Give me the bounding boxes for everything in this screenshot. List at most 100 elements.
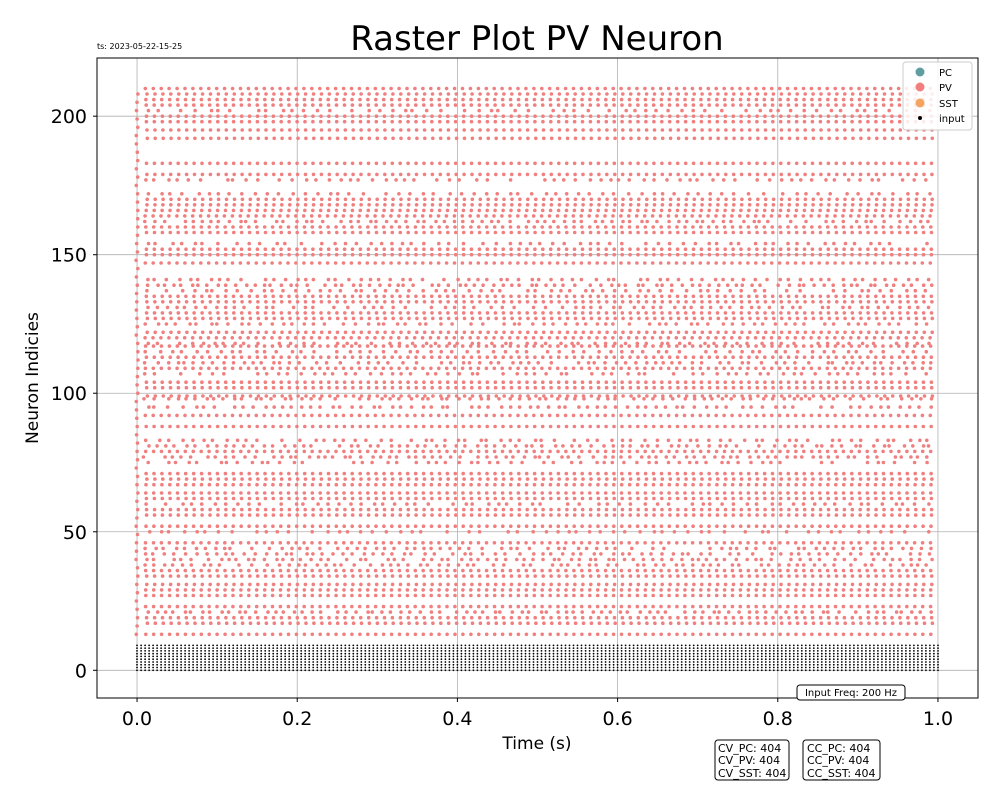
pv-spike [702,397,707,401]
pv-spike [889,588,893,592]
pv-spike [247,380,252,385]
pv-spike [691,593,695,598]
pv-spike [518,552,522,556]
pv-spike [532,471,537,476]
pv-spike [636,380,640,385]
pv-spike [924,372,928,376]
pv-spike [889,541,893,545]
pv-spike [462,330,467,335]
pv-spike [866,294,870,299]
pv-spike [595,366,600,371]
pv-spike [730,568,735,573]
pv-spike [781,372,786,376]
pv-spike [890,300,895,304]
pv-spike [402,552,407,556]
pv-spike [553,444,558,448]
pv-spike [637,330,641,335]
pv-spike [316,455,321,459]
pv-spike [871,557,876,562]
pv-spike [816,341,820,346]
pv-spike [825,593,830,598]
pv-spike [516,449,521,454]
pv-spike [383,288,388,293]
pv-spike [356,444,360,448]
pv-spike [769,460,773,465]
pv-spike [810,380,815,385]
pv-spike [381,552,385,556]
pv-spike [181,502,185,506]
pv-spike [826,524,830,528]
pv-spike [818,385,823,390]
pv-spike [350,424,355,429]
pv-spike [555,366,560,371]
pv-spike [771,574,775,578]
pv-spike [834,424,838,429]
pv-spike [698,366,703,371]
pv-spike [167,588,172,592]
pv-spike [929,524,933,528]
pv-spike [176,477,181,481]
pv-spike [740,283,745,288]
pv-spike [279,513,284,517]
pv-spike [833,593,838,598]
pv-spike [739,424,743,429]
pv-spike [747,311,751,315]
pv-spike [612,294,616,299]
pv-spike [510,394,514,398]
pv-spike [628,502,633,506]
pv-spike [845,372,850,376]
pv-spike [707,424,711,429]
pv-spike [287,424,291,429]
pv-spike [572,355,577,360]
pv-spike [787,615,791,620]
pv-spike [762,413,766,418]
pv-spike [407,330,411,335]
pv-spike [605,330,609,335]
pv-spike [549,507,553,512]
pv-spike [606,397,610,401]
pv-spike [676,300,680,304]
pv-spike [636,300,641,304]
pv-spike [745,336,750,340]
pv-spike [262,283,267,288]
pv-spike [366,507,371,512]
pv-spike [810,491,814,495]
pv-spike [208,330,213,335]
pv-spike [739,496,743,501]
pv-spike [374,385,379,390]
pv-spike [855,372,860,376]
pv-spike [358,455,363,459]
pv-spike [429,524,434,528]
pv-spike [564,632,568,637]
pv-spike [826,294,830,299]
pv-spike [485,385,490,390]
pv-spike [541,385,545,390]
pv-spike [876,460,881,465]
pv-spike [587,541,592,545]
pv-spike [898,405,903,409]
pv-spike [708,552,712,556]
pv-spike [303,385,308,390]
pv-spike [304,316,308,321]
pv-spike [706,588,711,592]
pv-spike [372,405,377,409]
pv-spike [581,621,586,625]
pv-spike [625,610,630,614]
pv-spike [461,496,466,501]
pv-spike [525,355,529,360]
pv-spike [595,568,600,573]
pv-spike [200,615,204,620]
pv-spike [890,507,894,512]
pv-spike [872,261,877,265]
pv-spike [540,593,544,598]
pv-spike [587,449,592,454]
pv-spike [272,405,277,409]
pv-spike [396,283,401,288]
pv-spike [818,615,823,620]
pv-spike [430,615,434,620]
pv-spike [696,444,700,448]
pv-spike [160,424,164,429]
pv-spike [851,546,856,551]
pv-spike [461,380,466,385]
pv-spike [865,491,870,495]
